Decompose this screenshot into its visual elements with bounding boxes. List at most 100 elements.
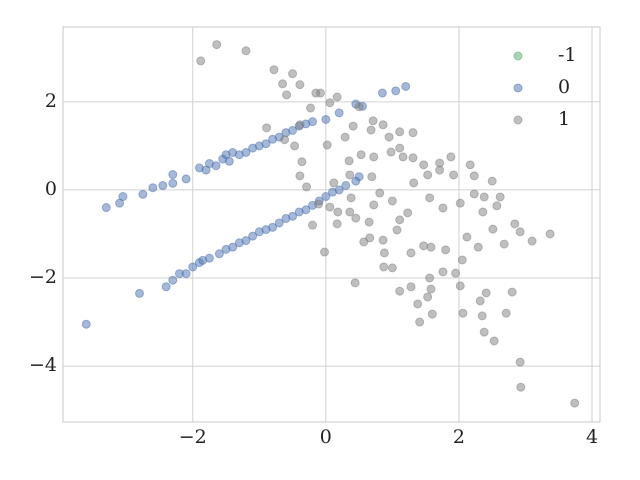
point: [387, 196, 397, 206]
point: [364, 217, 374, 227]
point: [375, 188, 385, 198]
point: [488, 224, 498, 234]
point: [333, 207, 343, 217]
point: [510, 219, 520, 229]
point: [386, 147, 396, 157]
point: [329, 178, 339, 188]
point: [419, 241, 429, 251]
point: [348, 121, 358, 131]
point: [101, 203, 111, 213]
point: [341, 181, 351, 191]
point: [379, 262, 389, 272]
point: [426, 284, 436, 294]
point: [350, 278, 360, 288]
point: [181, 269, 191, 279]
point: [297, 157, 307, 167]
point: [378, 120, 388, 130]
point: [465, 160, 475, 170]
point: [241, 46, 251, 56]
point: [378, 235, 388, 245]
point: [475, 296, 485, 306]
point: [261, 139, 271, 149]
point: [138, 189, 148, 199]
point: [487, 176, 497, 186]
point: [499, 239, 509, 249]
point: [409, 178, 419, 188]
point: [449, 170, 459, 180]
point: [391, 86, 401, 96]
point: [515, 227, 525, 237]
point: [426, 242, 436, 252]
point: [455, 281, 465, 291]
point: [196, 56, 206, 66]
legend-marker: [513, 51, 523, 61]
point: [398, 152, 408, 162]
point: [458, 308, 468, 318]
point: [365, 233, 375, 243]
point: [406, 282, 416, 292]
point: [395, 215, 405, 225]
point: [148, 183, 158, 193]
point: [395, 127, 405, 137]
point: [158, 181, 168, 191]
point: [198, 255, 208, 265]
legend-marker: [513, 83, 523, 93]
y-tick-label: 0: [45, 178, 57, 200]
point: [516, 382, 526, 392]
point: [181, 174, 191, 184]
point: [419, 160, 429, 170]
point: [462, 232, 472, 242]
point: [477, 311, 487, 321]
point: [408, 128, 418, 138]
point: [438, 203, 448, 213]
point: [282, 90, 292, 100]
point: [369, 152, 379, 162]
point: [332, 219, 342, 229]
point: [212, 40, 222, 50]
legend-label: 0: [558, 76, 570, 98]
point: [515, 357, 525, 367]
point: [425, 193, 435, 203]
point: [356, 150, 366, 160]
point: [469, 171, 479, 181]
point: [345, 170, 355, 180]
point: [278, 79, 288, 89]
point: [367, 172, 377, 182]
point: [248, 231, 258, 241]
point: [473, 242, 483, 252]
point: [413, 299, 423, 309]
y-tick-label: 2: [45, 90, 57, 112]
legend-label: -1: [558, 44, 577, 66]
point: [408, 153, 418, 163]
point: [334, 108, 344, 118]
point: [168, 275, 178, 285]
point: [545, 229, 555, 239]
point: [368, 116, 378, 126]
point: [423, 170, 433, 180]
point: [211, 161, 221, 171]
point: [425, 273, 435, 283]
point: [269, 65, 279, 75]
point: [301, 205, 311, 215]
point: [344, 156, 354, 166]
point: [469, 189, 479, 199]
point: [387, 263, 397, 273]
point: [492, 201, 502, 211]
x-tick-label: 0: [320, 426, 332, 448]
point: [188, 262, 198, 272]
point: [384, 132, 394, 142]
y-tick-label: −2: [29, 266, 57, 288]
point: [527, 236, 537, 246]
point: [168, 178, 178, 188]
point: [334, 185, 344, 195]
point: [457, 255, 467, 265]
point: [325, 98, 335, 108]
point: [241, 236, 251, 246]
point: [161, 282, 171, 292]
point: [481, 288, 491, 298]
point: [415, 317, 425, 327]
point: [379, 248, 389, 258]
point: [570, 398, 580, 408]
point: [427, 309, 437, 319]
